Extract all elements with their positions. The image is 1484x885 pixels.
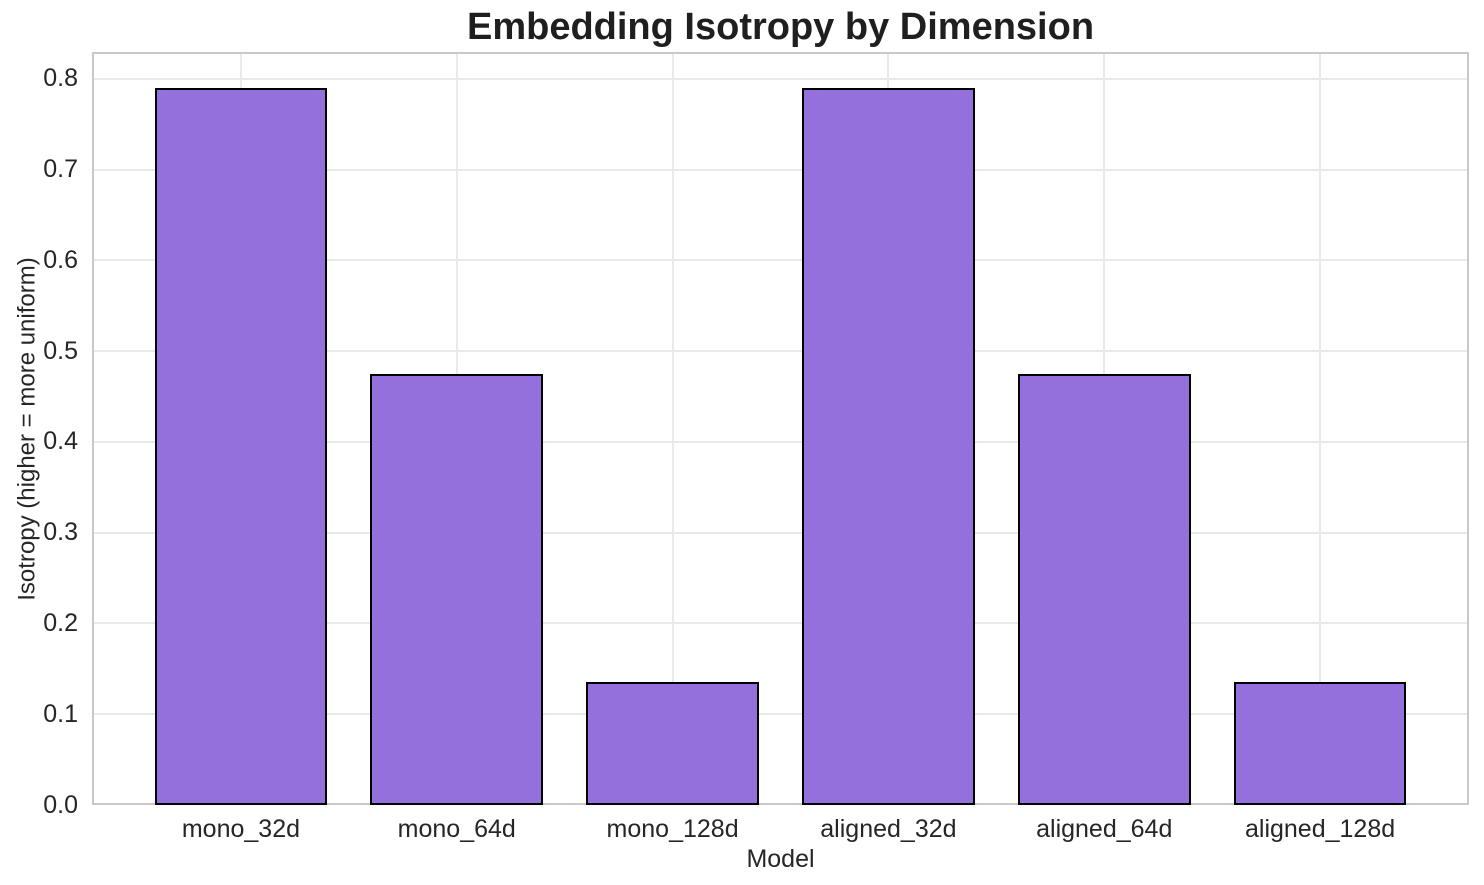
x-gridline bbox=[1319, 52, 1322, 805]
bar-aligned_64d bbox=[1017, 373, 1191, 805]
chart-title: Embedding Isotropy by Dimension bbox=[466, 6, 1095, 48]
x-tick-label: aligned_128d bbox=[1244, 814, 1396, 843]
y-tick-label: 0.7 bbox=[43, 155, 78, 184]
y-gridline bbox=[92, 350, 1469, 353]
y-gridline bbox=[92, 77, 1469, 80]
y-gridline bbox=[92, 440, 1469, 443]
y-tick-label: 0.4 bbox=[43, 427, 78, 456]
y-gridline bbox=[92, 259, 1469, 262]
y-gridline bbox=[92, 168, 1469, 171]
x-tick-label: mono_128d bbox=[606, 814, 739, 843]
y-tick-label: 0.3 bbox=[43, 518, 78, 547]
y-tick-label: 0.8 bbox=[43, 64, 78, 93]
y-tick-label: 0.0 bbox=[43, 790, 78, 819]
x-tick-label: aligned_32d bbox=[820, 814, 957, 843]
bar-aligned_32d bbox=[802, 87, 975, 805]
y-gridline bbox=[92, 713, 1469, 716]
x-tick-label: mono_32d bbox=[181, 814, 300, 843]
x-tick-label: aligned_64d bbox=[1036, 814, 1173, 843]
y-gridline bbox=[92, 531, 1469, 534]
bar-aligned_128d bbox=[1233, 682, 1407, 805]
bar-mono_64d bbox=[370, 373, 544, 805]
y-tick-label: 0.2 bbox=[43, 608, 78, 637]
x-gridline bbox=[671, 52, 674, 805]
y-tick-label: 0.6 bbox=[43, 245, 78, 274]
y-tick-label: 0.1 bbox=[43, 699, 78, 728]
x-tick-label: mono_64d bbox=[397, 814, 516, 843]
bar-mono_32d bbox=[154, 87, 328, 805]
y-gridline bbox=[92, 622, 1469, 625]
bar-mono_128d bbox=[586, 682, 759, 805]
y-tick-label: 0.5 bbox=[43, 336, 78, 365]
x-axis-title: Model bbox=[746, 845, 815, 873]
